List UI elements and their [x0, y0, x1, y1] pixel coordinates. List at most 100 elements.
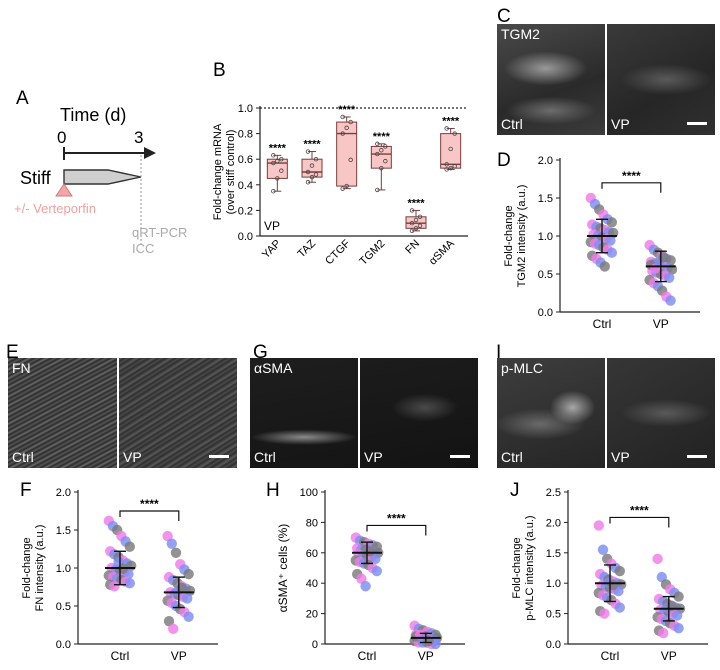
y-tick-label: 2.0: [546, 517, 561, 529]
scale-bar: [687, 455, 707, 458]
data-point: [658, 627, 669, 639]
substrate-label: Stiff: [20, 168, 52, 188]
data-point: [279, 168, 284, 173]
scale-bar: [687, 122, 707, 125]
data-point: [673, 622, 684, 634]
readout-icc: ICC: [132, 241, 154, 256]
panel-label-b: B: [213, 60, 226, 81]
y-tick-label: 1.5: [546, 548, 561, 560]
y-axis-label: Fold-change: [21, 537, 33, 598]
box: [301, 158, 323, 178]
y-axis-label: Fold-change: [503, 205, 515, 266]
data-point: [614, 602, 625, 613]
mrna-box-plot: 0.0 0.2 0.4 0.6 0.8 1.0 Fold-change mRNA (over …: [212, 103, 468, 268]
fn-micrograph-vp: VP: [119, 358, 237, 468]
y-tick-label: 2.5: [546, 487, 561, 499]
data-point: [275, 158, 280, 164]
y-tick-label: 0: [312, 639, 318, 651]
y-axis-label: (over stiff control): [225, 130, 237, 215]
data-point: [170, 547, 182, 558]
data-point: [163, 616, 175, 627]
y-axis-label: TGM2 intensity (a.u.): [516, 185, 528, 288]
data-point: [448, 165, 453, 171]
data-point: [375, 151, 380, 157]
x-tick-label: TAZ: [296, 237, 319, 260]
data-point: [371, 565, 382, 577]
data-point: [313, 172, 319, 177]
panel-label-e: E: [6, 342, 19, 363]
panel-label-h: H: [266, 480, 280, 501]
data-point: [413, 226, 419, 231]
ctrl-label: Ctrl: [501, 449, 523, 465]
data-point: [444, 162, 449, 167]
data-point: [370, 553, 381, 565]
data-point: [599, 608, 610, 619]
data-point: [364, 546, 375, 557]
data-point: [305, 169, 311, 175]
x-tick-label: VP: [661, 649, 677, 663]
panel-label-d: D: [497, 150, 511, 171]
data-point: [652, 553, 663, 565]
significance-bracket: [609, 516, 670, 528]
y-tick-label: 0.5: [56, 601, 71, 613]
y-tick-label: 60: [306, 548, 318, 560]
y-tick-label: 0.5: [546, 609, 561, 621]
data-point: [444, 167, 449, 172]
data-point: [383, 144, 388, 149]
y-tick-label: 0.8: [238, 129, 253, 141]
panel-label-f: F: [20, 480, 32, 501]
data-point: [375, 187, 380, 193]
ctrl-label: Ctrl: [254, 449, 276, 465]
pmlc-scatter-plot: 0.0 0.5 1.0 1.5 2.0 2.5 Fold-change p-MLC inten…: [511, 487, 708, 663]
data-point: [279, 156, 284, 162]
x-tick-label: Ctrl: [601, 649, 620, 663]
data-point: [665, 295, 676, 306]
data-point: [658, 252, 669, 263]
data-point: [606, 247, 617, 258]
pmlc-micrograph-vp: VP: [607, 358, 715, 468]
y-tick-label: 2.0: [538, 155, 553, 167]
significance-stars: ****: [303, 139, 321, 151]
timeline-axis-title: Time (d): [60, 105, 126, 125]
timeline-arrowhead: [144, 147, 156, 159]
y-axis-label: p-MLC intensity (a.u.): [524, 515, 536, 620]
data-point: [313, 156, 319, 162]
pmlc-micrograph-ctrl: p-MLC Ctrl: [497, 358, 605, 468]
data-point: [275, 176, 280, 181]
data-point: [271, 153, 276, 158]
y-tick-label: 100: [300, 487, 318, 499]
y-tick-label: 0.2: [238, 205, 253, 217]
box: [370, 145, 392, 169]
y-tick-label: 0.0: [56, 639, 71, 651]
data-point: [340, 114, 345, 120]
ctrl-label: Ctrl: [501, 116, 523, 132]
data-point: [417, 223, 423, 228]
tgm2-micrograph-vp: VP: [607, 24, 715, 135]
significance-bracket: [119, 510, 180, 521]
data-point: [379, 165, 384, 171]
data-point: [124, 578, 135, 589]
vp-label: VP: [611, 116, 630, 132]
y-tick-label: 0.0: [538, 307, 553, 319]
data-point: [605, 235, 616, 246]
y-tick-label: 1.0: [538, 231, 553, 243]
significance-stars: ****: [630, 503, 649, 517]
scale-bar: [209, 455, 229, 458]
data-point: [360, 581, 371, 592]
panel-label-c: C: [497, 6, 511, 27]
readout-qrtpcr: qRT-PCR: [132, 225, 187, 240]
treatment-marker: [55, 183, 73, 197]
significance-stars: ****: [373, 131, 391, 143]
box: [336, 121, 358, 187]
y-tick-label: 0.5: [538, 269, 553, 281]
data-point: [348, 119, 353, 125]
data-point: [340, 186, 345, 191]
y-tick-label: 0.6: [238, 154, 253, 166]
data-point: [109, 581, 120, 592]
data-point: [409, 220, 415, 226]
y-tick-label: 0.0: [238, 231, 253, 243]
x-tick-label: TGM2: [357, 238, 387, 268]
box: [266, 158, 288, 179]
data-point: [444, 126, 449, 131]
timeline-schematic: Time (d) 0 3 Stiff +/- Verteporfin qRT-P…: [14, 105, 187, 256]
